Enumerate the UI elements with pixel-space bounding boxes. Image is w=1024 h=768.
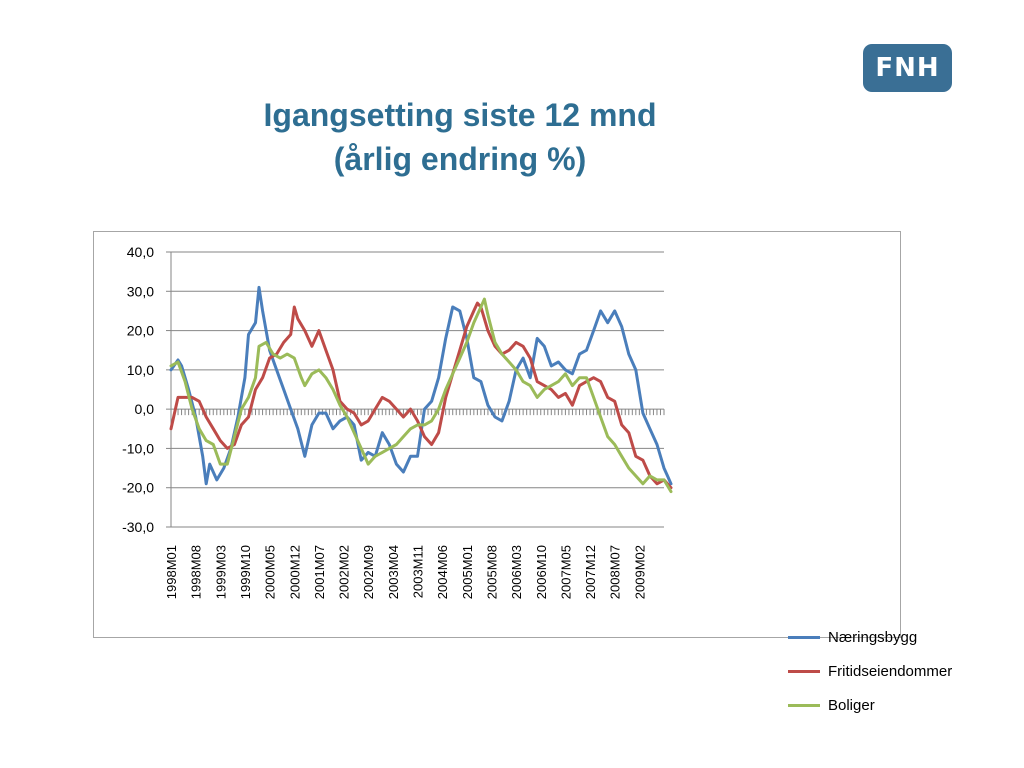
legend-label-boliger: Boliger	[828, 696, 875, 714]
series-line-1	[169, 301, 673, 490]
fnh-logo: FNH	[863, 44, 952, 92]
x-tick-label: 2002M09	[361, 545, 376, 599]
legend-label-naeringsbygg: Næringsbygg	[828, 628, 918, 646]
y-tick-label: 0,0	[135, 401, 155, 417]
x-tick-label: 2003M11	[411, 545, 426, 598]
x-tick-label: 2005M08	[484, 545, 499, 599]
series-line-0	[169, 285, 673, 486]
y-tick-label: 20,0	[127, 323, 154, 339]
x-tick-label: 2006M10	[534, 545, 549, 599]
y-tick-label: -20,0	[122, 480, 154, 496]
x-tick-label: 2001M07	[312, 545, 327, 599]
x-tick-label: 2008M07	[608, 545, 623, 599]
legend-swatch-fritidseiendommer	[788, 669, 820, 673]
x-tick-label: 2007M05	[558, 545, 573, 599]
x-tick-label: 1998M08	[189, 545, 204, 599]
y-tick-label: 30,0	[127, 283, 154, 299]
y-tick-label: -30,0	[122, 519, 154, 535]
y-tick-label: 40,0	[127, 244, 154, 260]
line-chart: 40,0 30,0 20,0 10,0 0,0 -10,0 -20,0 -30,0 1998M0…	[122, 244, 673, 599]
slide-title: Igangsetting siste 12 mnd (årlig endring…	[160, 93, 760, 181]
legend-label-fritidseiendommer: Fritidseiendommer	[828, 662, 953, 680]
chart-legend: Næringsbygg Fritidseiendommer Boliger	[788, 620, 952, 722]
chart-frame: 40,0 30,0 20,0 10,0 0,0 -10,0 -20,0 -30,0 1998M0…	[93, 231, 952, 714]
legend-item-naeringsbygg: Næringsbygg	[788, 620, 952, 654]
series-line-2	[169, 297, 673, 494]
y-tick-label: 10,0	[127, 362, 154, 378]
legend-swatch-boliger	[788, 703, 820, 707]
x-tick-label: 2009M02	[632, 545, 647, 599]
x-tick-label: 1998M01	[164, 545, 179, 599]
legend-swatch-naeringsbygg	[788, 635, 820, 639]
x-tick-label: 2004M06	[435, 545, 450, 599]
x-tick-label: 2000M12	[287, 545, 302, 599]
y-tick-label: -10,0	[122, 440, 154, 456]
x-tick-label: 2006M03	[509, 545, 524, 599]
legend-item-fritidseiendommer: Fritidseiendommer	[788, 654, 952, 688]
legend-item-boliger: Boliger	[788, 688, 952, 722]
x-tick-label: 2000M05	[263, 545, 278, 599]
x-tick-label: 2002M02	[337, 545, 352, 599]
x-tick-label: 2003M04	[386, 545, 401, 599]
x-tick-label: 2007M12	[583, 545, 598, 599]
x-tick-label: 1999M10	[238, 545, 253, 599]
x-tick-label: 1999M03	[213, 545, 228, 599]
title-line-1: Igangsetting siste 12 mnd	[263, 97, 657, 133]
title-line-2: (årlig endring %)	[333, 141, 587, 177]
x-tick-label: 2005M01	[460, 545, 475, 599]
